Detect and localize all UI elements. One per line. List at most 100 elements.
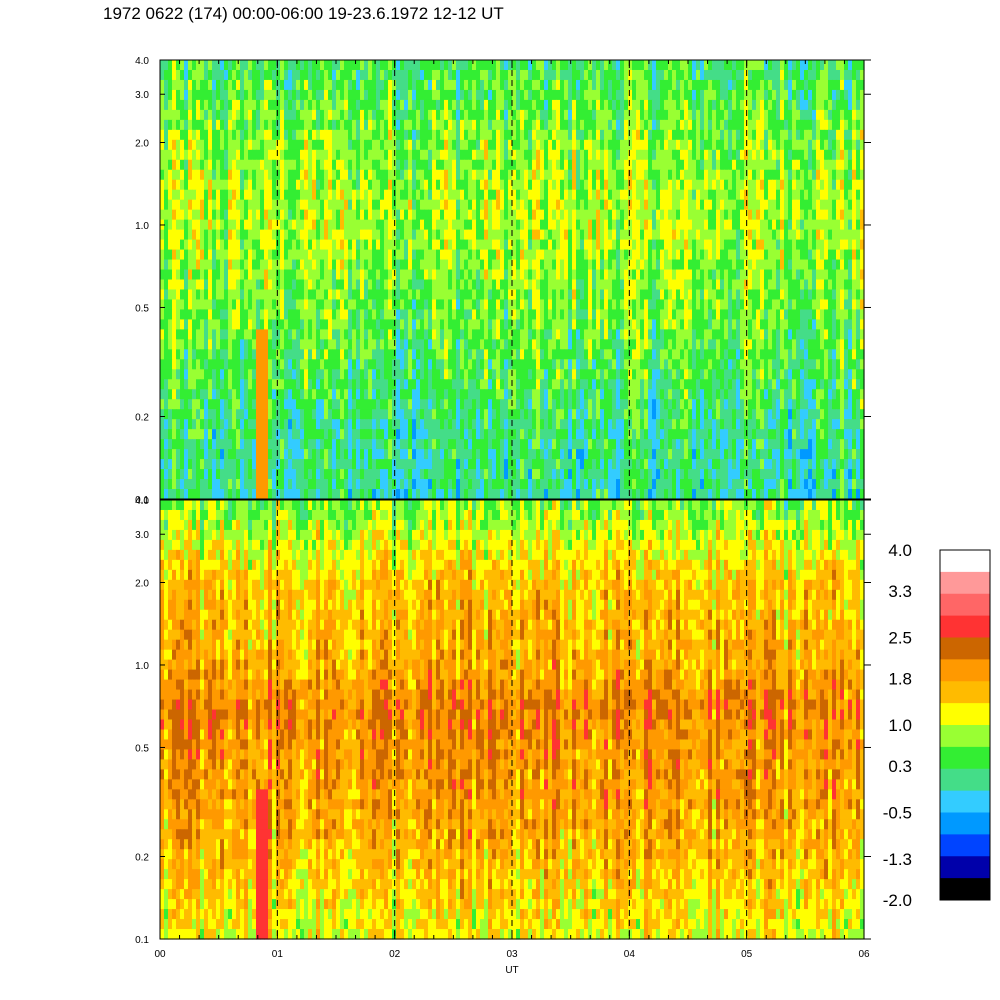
heatmap-cell [568, 259, 573, 271]
heatmap-cell [176, 279, 181, 291]
heatmap-cell [336, 319, 341, 330]
heatmap-cell [196, 139, 201, 151]
heatmap-cell [372, 179, 377, 191]
heatmap-cell [576, 109, 581, 121]
heatmap-cell [632, 179, 637, 191]
heatmap-cell [716, 199, 721, 211]
heatmap-cell [268, 79, 273, 91]
heatmap-cell [260, 99, 265, 111]
heatmap-cell [464, 269, 469, 281]
heatmap-cell [168, 60, 173, 71]
heatmap-cell [256, 89, 261, 101]
heatmap-cell [476, 79, 481, 91]
heatmap-cell [276, 79, 281, 91]
heatmap-cell [348, 60, 353, 71]
heatmap-cell [456, 289, 461, 301]
heatmap-cell [840, 119, 845, 131]
heatmap-cell [604, 319, 609, 330]
heatmap-cell [692, 109, 697, 121]
heatmap-cell [312, 259, 317, 271]
heatmap-cell [572, 199, 577, 211]
heatmap-cell [796, 289, 801, 301]
heatmap-cell [748, 129, 753, 141]
heatmap-cell [804, 219, 809, 231]
heatmap-cell [188, 109, 193, 121]
heatmap-cell [292, 199, 297, 211]
heatmap-cell [520, 279, 525, 291]
heatmap-cell [276, 319, 281, 330]
heatmap-cell [300, 259, 305, 271]
heatmap-cell [336, 119, 341, 131]
heatmap-cell [336, 339, 341, 350]
heatmap-cell [796, 149, 801, 161]
heatmap-cell [192, 249, 197, 261]
heatmap-cell [584, 169, 589, 181]
heatmap-cell [328, 89, 333, 101]
heatmap-cell [164, 79, 169, 91]
heatmap-cell [268, 229, 273, 241]
heatmap-cell [520, 259, 525, 271]
heatmap-cell [172, 239, 177, 251]
heatmap-cell [704, 139, 709, 151]
heatmap-cell [688, 99, 693, 111]
heatmap-cell [664, 69, 669, 81]
heatmap-cell [476, 109, 481, 121]
heatmap-cell [748, 69, 753, 81]
heatmap-cell [408, 139, 413, 151]
heatmap-cell [432, 339, 437, 350]
heatmap-cell [808, 199, 813, 211]
heatmap-cell [500, 139, 505, 151]
heatmap-cell [544, 269, 549, 281]
heatmap-cell [644, 259, 649, 271]
heatmap-cell [400, 319, 405, 330]
heatmap-cell [288, 119, 293, 131]
heatmap-cell [612, 199, 617, 211]
heatmap-cell [736, 149, 741, 161]
heatmap-cell [788, 169, 793, 181]
heatmap-cell [572, 69, 577, 81]
heatmap-cell [568, 189, 573, 201]
heatmap-cell [624, 69, 629, 81]
heatmap-cell [308, 339, 313, 350]
heatmap-cell [492, 159, 497, 171]
heatmap-cell [628, 309, 633, 321]
heatmap-cell [440, 329, 445, 340]
heatmap-cell [656, 309, 661, 321]
heatmap-cell [804, 129, 809, 141]
heatmap-cell [464, 69, 469, 81]
heatmap-cell [412, 89, 417, 101]
heatmap-cell [536, 229, 541, 241]
heatmap-cell [860, 229, 865, 241]
heatmap-cell [400, 149, 405, 161]
heatmap-cell [680, 229, 685, 241]
heatmap-cell [516, 209, 521, 221]
heatmap-cell [412, 79, 417, 91]
heatmap-cell [556, 60, 561, 71]
heatmap-cell [160, 159, 165, 171]
heatmap-cell [712, 299, 717, 311]
heatmap-cell [796, 119, 801, 131]
heatmap-cell [200, 149, 205, 161]
heatmap-cell [588, 299, 593, 311]
heatmap-cell [808, 169, 813, 181]
heatmap-cell [792, 299, 797, 311]
heatmap-cell [764, 189, 769, 201]
heatmap-cell [560, 179, 565, 191]
heatmap-cell [772, 269, 777, 281]
heatmap-cell [360, 109, 365, 121]
heatmap-cell [360, 129, 365, 141]
heatmap-cell [484, 109, 489, 121]
heatmap-cell [556, 149, 561, 161]
heatmap-cell [664, 229, 669, 241]
heatmap-cell [548, 99, 553, 111]
heatmap-cell [296, 209, 301, 221]
heatmap-cell [820, 109, 825, 121]
heatmap-cell [324, 339, 329, 350]
heatmap-cell [276, 139, 281, 151]
heatmap-cell [436, 209, 441, 221]
heatmap-cell [752, 169, 757, 181]
heatmap-cell [476, 259, 481, 271]
heatmap-cell [484, 319, 489, 330]
heatmap-cell [192, 239, 197, 251]
heatmap-cell [512, 229, 517, 241]
